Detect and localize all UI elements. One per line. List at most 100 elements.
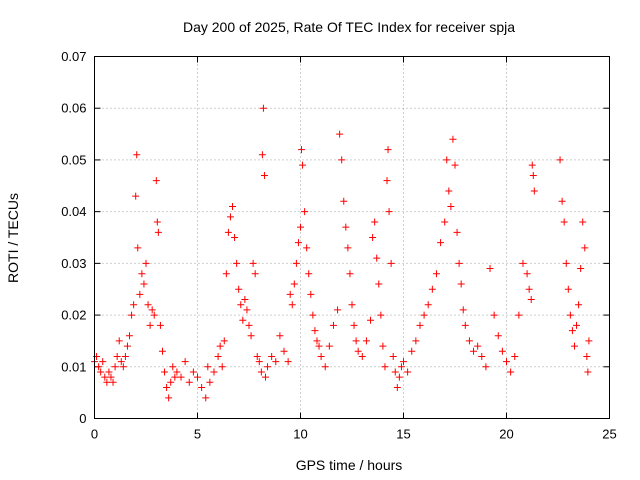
tick-layer: 0 0.01 0.02 0.03 0.04 0.05 0.06 0.07 0 5 10 15 20 25 (61, 49, 617, 442)
grid-layer (94, 56, 610, 419)
data-point (173, 368, 181, 376)
data-point (136, 290, 144, 298)
data-point (206, 378, 214, 386)
data-point (352, 337, 360, 345)
data-point (307, 290, 315, 298)
data-point (220, 337, 228, 345)
data-point (379, 342, 387, 350)
data-point (161, 368, 169, 376)
data-point (581, 244, 589, 252)
data-point (486, 265, 494, 273)
data-point (317, 352, 325, 360)
data-point (301, 208, 309, 216)
data-point (344, 244, 352, 252)
data-point (564, 285, 572, 293)
data-point (169, 363, 177, 371)
data-point (373, 254, 381, 262)
data-point (123, 342, 131, 350)
data-point (255, 358, 263, 366)
data-point (584, 368, 592, 376)
y-tick-label: 0.06 (61, 101, 86, 116)
data-point (511, 352, 519, 360)
data-point (384, 146, 392, 154)
data-point (276, 332, 284, 340)
data-point (153, 218, 161, 226)
data-point (152, 177, 160, 185)
data-point (259, 104, 267, 112)
data-point (449, 135, 457, 143)
data-point (443, 156, 451, 164)
data-point (445, 187, 453, 195)
data-point (334, 306, 342, 314)
plot-frame (94, 56, 610, 419)
data-point (383, 177, 391, 185)
data-point (325, 342, 333, 350)
data-point (109, 378, 117, 386)
data-point (156, 321, 164, 329)
data-points (91, 104, 593, 402)
data-point (375, 280, 383, 288)
data-point (329, 321, 337, 329)
data-point (144, 301, 152, 309)
data-point (229, 202, 237, 210)
data-point (292, 259, 300, 267)
data-point (566, 311, 574, 319)
data-point (428, 285, 436, 293)
data-point (381, 363, 389, 371)
data-point (117, 358, 125, 366)
data-point (181, 358, 189, 366)
data-point (235, 285, 243, 293)
x-tick-label: 5 (194, 427, 201, 442)
data-point (453, 228, 461, 236)
data-point (562, 259, 570, 267)
data-point (570, 342, 578, 350)
data-point (575, 301, 583, 309)
data-point (340, 197, 348, 205)
data-point (103, 378, 111, 386)
data-point (515, 311, 523, 319)
data-point (121, 352, 129, 360)
x-tick-label: 20 (499, 427, 513, 442)
data-point (150, 311, 158, 319)
data-point (309, 311, 317, 319)
data-point (268, 352, 276, 360)
data-point (311, 327, 319, 335)
data-point (358, 352, 366, 360)
data-point (507, 368, 515, 376)
data-point (391, 368, 399, 376)
y-tick-label: 0.05 (61, 152, 86, 167)
data-point (404, 368, 412, 376)
data-point (313, 337, 321, 345)
data-point (185, 378, 193, 386)
y-tick-label: 0.02 (61, 308, 86, 323)
data-point (241, 296, 249, 304)
data-point (455, 259, 463, 267)
data-point (140, 280, 148, 288)
data-point (101, 373, 109, 381)
data-point (519, 259, 527, 267)
data-point (470, 347, 478, 355)
data-point (573, 321, 581, 329)
data-point (568, 327, 576, 335)
data-point (465, 337, 473, 345)
data-point (253, 352, 261, 360)
data-point (231, 234, 239, 241)
data-point (210, 368, 218, 376)
data-point (523, 270, 531, 278)
data-point (261, 373, 269, 381)
data-point (299, 161, 307, 169)
data-point (457, 280, 465, 288)
data-point (233, 259, 241, 267)
data-point (354, 347, 362, 355)
data-point (558, 197, 566, 205)
data-point (133, 151, 141, 159)
data-point (395, 373, 403, 381)
data-point (408, 347, 416, 355)
data-point (400, 358, 407, 366)
data-point (494, 332, 502, 340)
x-axis-label: GPS time / hours (296, 457, 403, 473)
data-point (171, 373, 179, 381)
data-point (218, 363, 226, 371)
data-point (177, 373, 185, 381)
data-point (239, 316, 247, 324)
